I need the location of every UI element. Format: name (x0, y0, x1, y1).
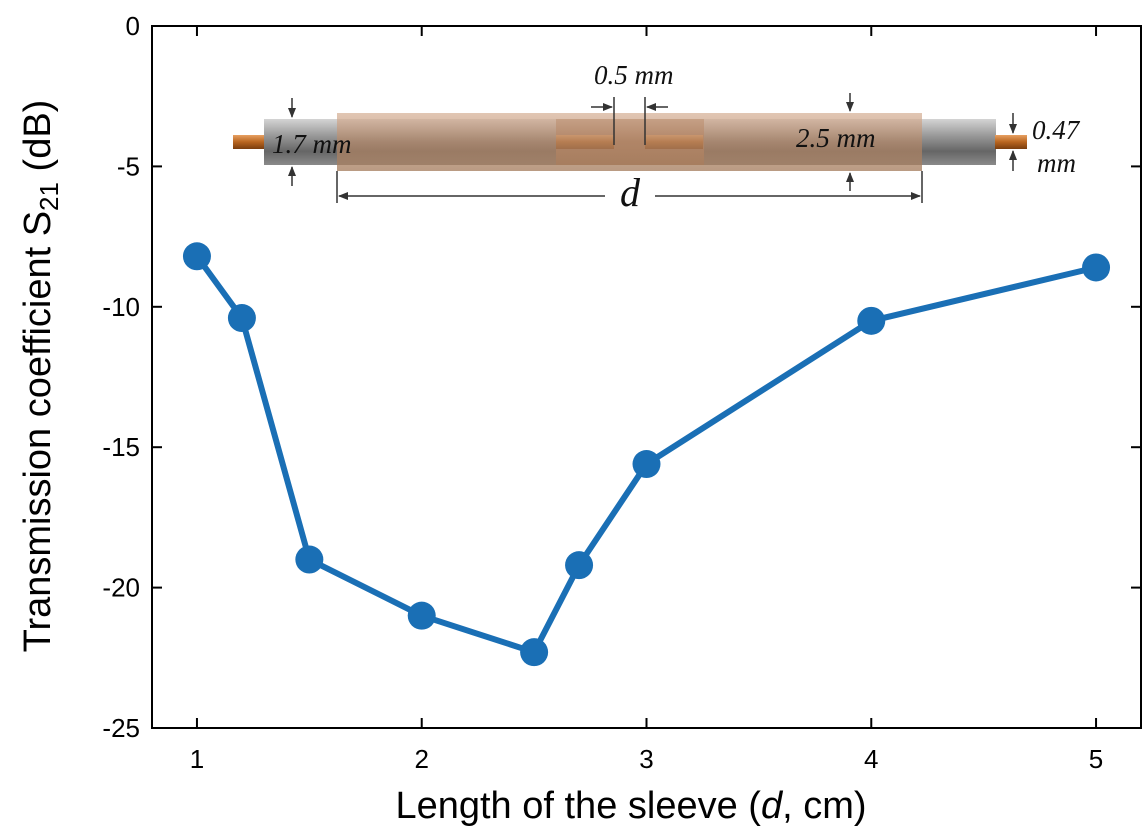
cable-core-left (233, 135, 265, 149)
outer-diameter-label: 1.7 mm (272, 129, 352, 159)
y-axis-title-subscript: 21 (34, 182, 64, 211)
core-diameter-label-2: mm (1037, 148, 1076, 178)
data-point (182, 242, 211, 271)
y-axis-title-main: Transmission coefficient S (17, 211, 59, 652)
y-axis-ticks: 0 -5 -10 -15 -20 -25 (102, 11, 1141, 743)
x-tick-label: 2 (414, 744, 428, 774)
data-point (227, 304, 256, 333)
x-axis-title-suffix: , cm) (782, 785, 866, 827)
cable-core-right (995, 135, 1027, 149)
data-series (182, 242, 1111, 667)
y-axis-title: Transmission coefficient S21 (dB) (17, 100, 64, 653)
y-tick-label: 0 (126, 11, 140, 41)
data-point (632, 450, 661, 479)
y-tick-label: -25 (102, 713, 140, 743)
y-tick-label: -15 (102, 432, 140, 462)
y-tick-label: -5 (117, 151, 140, 181)
data-point (295, 545, 324, 574)
x-tick-label: 5 (1089, 744, 1103, 774)
data-point (407, 601, 436, 630)
sleeve-diameter-label: 2.5 mm (796, 123, 876, 153)
y-axis-title-unit: (dB) (17, 100, 59, 182)
sleeve (337, 113, 922, 171)
cable-diagram: 1.7 mm 0.5 mm 2.5 mm 0.47 mm d (233, 60, 1081, 215)
x-axis-title-var: d (761, 785, 784, 827)
gap-label: 0.5 mm (594, 60, 674, 90)
core-diameter-label-1: 0.47 (1032, 115, 1081, 145)
data-point (857, 306, 886, 335)
x-tick-label: 1 (190, 744, 204, 774)
y-tick-label: -10 (102, 292, 140, 322)
y-tick-label: -20 (102, 573, 140, 603)
x-tick-label: 4 (864, 744, 878, 774)
x-axis-title-prefix: Length of the sleeve ( (395, 785, 761, 827)
length-label: d (620, 170, 641, 215)
x-axis-title: Length of the sleeve (d, cm) (395, 785, 866, 827)
data-point (520, 638, 549, 667)
x-axis-ticks: 1 2 3 4 5 (190, 26, 1103, 774)
x-tick-label: 3 (639, 744, 653, 774)
data-point (565, 551, 594, 580)
data-point (1082, 253, 1111, 282)
